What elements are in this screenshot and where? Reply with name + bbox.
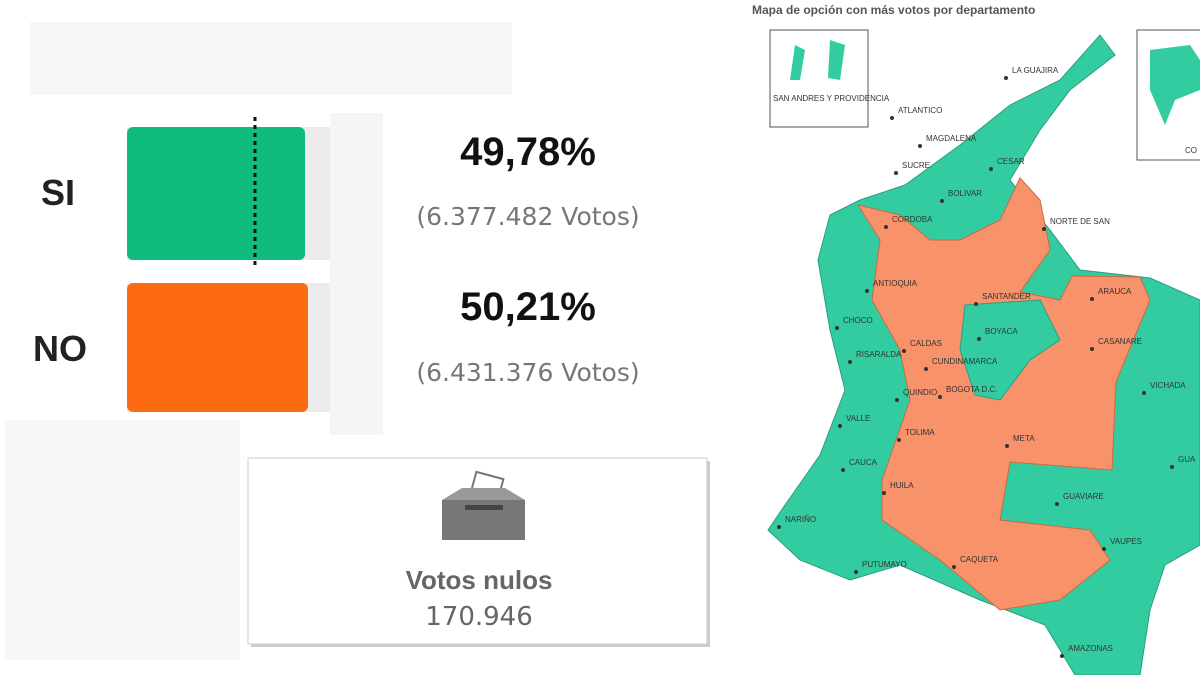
- capital-dot: [884, 225, 888, 229]
- capital-dot: [882, 491, 886, 495]
- blank-panel: [5, 420, 240, 660]
- capital-dot: [974, 302, 978, 306]
- department-label: MAGDALENA: [926, 134, 977, 143]
- department-label: QUINDIO: [903, 388, 937, 397]
- capital-dot: [865, 289, 869, 293]
- department-label: SANTANDER: [982, 292, 1031, 301]
- capital-dot: [890, 116, 894, 120]
- department-label: CAUCA: [849, 458, 878, 467]
- inset-islands: [790, 40, 845, 80]
- department-label: BOGOTA D.C.: [946, 385, 997, 394]
- capital-dot: [894, 171, 898, 175]
- department-label: VALLE: [846, 414, 870, 423]
- capital-dot: [1005, 444, 1009, 448]
- department-label: TOLIMA: [905, 428, 935, 437]
- option-label: NO: [33, 328, 87, 369]
- capital-dot: [777, 525, 781, 529]
- side-panel: [330, 113, 383, 435]
- votes: (6.431.376 Votos): [416, 358, 639, 387]
- capital-dot: [895, 398, 899, 402]
- option-label: SI: [41, 172, 75, 213]
- capital-dot: [977, 337, 981, 341]
- blank-panel: [30, 22, 512, 95]
- map-green: [959, 299, 1061, 401]
- si-bar: [127, 127, 305, 260]
- null-value: 170.946: [425, 602, 533, 632]
- capital-dot: [1142, 391, 1146, 395]
- department-label: ARAUCA: [1098, 287, 1132, 296]
- capital-dot: [1102, 547, 1106, 551]
- map-title: Mapa de opción con más votos por departa…: [752, 3, 1035, 17]
- capital-dot: [989, 167, 993, 171]
- capital-dot: [848, 360, 852, 364]
- capital-dot: [918, 144, 922, 148]
- inset-label: CO: [1185, 146, 1197, 155]
- map-labels: SAN ANDRES Y PROVIDENCIA CO LA GUAJIRA AT…: [773, 66, 1197, 658]
- capital-dot: [938, 395, 942, 399]
- department-label: SUCRE: [902, 161, 930, 170]
- inset-label: SAN ANDRES Y PROVIDENCIA: [773, 94, 890, 103]
- percent: 49,78%: [460, 130, 596, 174]
- capital-dot: [1170, 465, 1174, 469]
- capital-dot: [1055, 502, 1059, 506]
- capital-dot: [1090, 297, 1094, 301]
- department-label: CUNDINAMARCA: [932, 357, 998, 366]
- department-label: ATLANTICO: [898, 106, 942, 115]
- capital-dot: [952, 565, 956, 569]
- department-label: RISARALDA: [856, 350, 902, 359]
- ballot-icon: [442, 470, 525, 540]
- department-label: GUA: [1178, 455, 1196, 464]
- department-label: CALDAS: [910, 339, 942, 348]
- capital-dot: [902, 349, 906, 353]
- department-label: ANTIOQUIA: [873, 279, 918, 288]
- department-label: META: [1013, 434, 1035, 443]
- department-label: NORTE DE SAN: [1050, 217, 1110, 226]
- department-label: BOYACA: [985, 327, 1018, 336]
- capital-dot: [838, 424, 842, 428]
- capital-dot: [1090, 347, 1094, 351]
- percent: 50,21%: [460, 285, 596, 329]
- votes: (6.377.482 Votos): [416, 202, 639, 231]
- department-label: PUTUMAYO: [862, 560, 907, 569]
- capital-dot: [1004, 76, 1008, 80]
- capital-dot: [940, 199, 944, 203]
- null-label: Votos nulos: [406, 565, 553, 595]
- department-label: LA GUAJIRA: [1012, 66, 1059, 75]
- capital-dot: [1060, 654, 1064, 658]
- department-label: CESAR: [997, 157, 1025, 166]
- department-label: AMAZONAS: [1068, 644, 1113, 653]
- department-label: HUILA: [890, 481, 914, 490]
- department-label: VAUPES: [1110, 537, 1142, 546]
- capital-dot: [924, 367, 928, 371]
- no-bar: [127, 283, 308, 412]
- department-label: NARIÑO: [785, 515, 816, 524]
- capital-dot: [1042, 227, 1046, 231]
- department-label: VICHADA: [1150, 381, 1186, 390]
- department-label: CHOCO: [843, 316, 873, 325]
- department-label: CORDOBA: [892, 215, 933, 224]
- capital-dot: [841, 468, 845, 472]
- inset: [769, 29, 869, 128]
- capital-dot: [835, 326, 839, 330]
- department-label: CASANARE: [1098, 337, 1142, 346]
- inset-continent: [1150, 45, 1200, 125]
- department-label: BOLIVAR: [948, 189, 982, 198]
- capital-dot: [897, 438, 901, 442]
- department-label: GUAVIARE: [1063, 492, 1104, 501]
- department-label: CAQUETA: [960, 555, 999, 564]
- capital-dot: [854, 570, 858, 574]
